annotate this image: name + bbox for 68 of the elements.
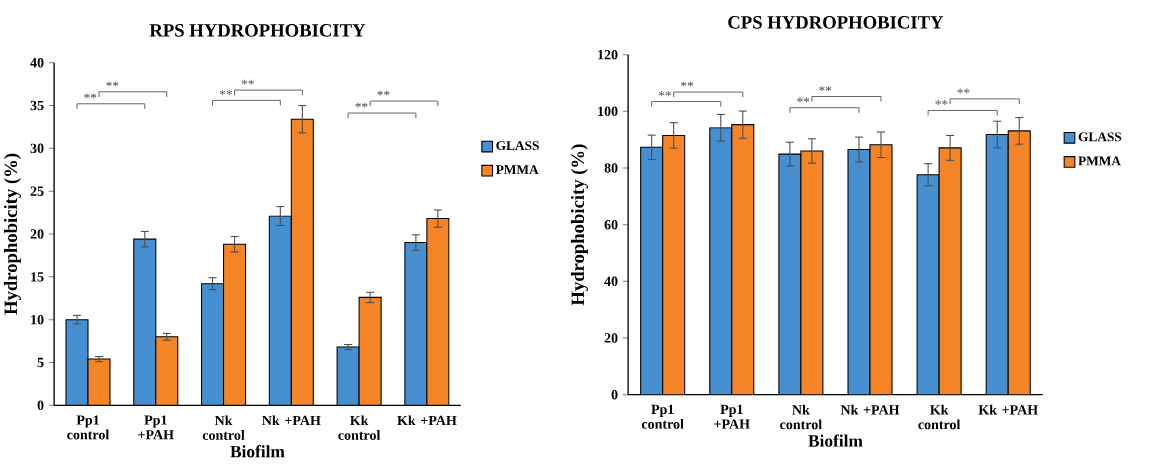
bar (65, 319, 89, 406)
x-tick-label: Pp1 control (641, 404, 684, 429)
x-tick-label: Nk control (202, 415, 245, 440)
y-tick-label: 0 (37, 400, 44, 411)
legend-label: GLASS (1078, 132, 1122, 142)
bar (87, 358, 111, 406)
y-tick-label: 30 (30, 143, 44, 154)
legend-label: PMMA (1078, 156, 1121, 166)
bar (1007, 130, 1031, 395)
y-tick-label: 80 (604, 163, 618, 173)
x-tick-label: Pp1 control (67, 415, 110, 440)
bar (268, 215, 292, 406)
bar (426, 218, 450, 406)
y-tick-label: 20 (604, 333, 618, 343)
annotation: ** (355, 102, 368, 108)
annotation: ** (797, 97, 810, 103)
annotation: ** (84, 93, 97, 99)
bar (201, 283, 225, 406)
y-tick-label: 10 (31, 314, 44, 325)
annotation: ** (658, 91, 672, 97)
y-tick-label: 20 (30, 229, 44, 239)
annotation: ** (241, 79, 254, 85)
x-tick-label: Nk +PAH (840, 404, 900, 415)
bar (662, 134, 686, 395)
bar (133, 238, 157, 406)
annotation: ** (819, 86, 832, 92)
bar (223, 243, 247, 406)
annotation: ** (680, 81, 694, 87)
legend-label: GLASS (496, 141, 539, 151)
chart-title: RPS HYDROPHOBICITY (149, 24, 366, 37)
annotation: ** (219, 90, 232, 95)
x-axis-title: Biofilm (230, 445, 285, 458)
annotation: ** (377, 90, 390, 96)
x-tick-label: Pp1 +PAH (138, 415, 174, 440)
bar (731, 124, 755, 395)
x-axis-title: Biofilm (808, 434, 863, 447)
annotation: ** (957, 88, 970, 94)
y-tick-label: 100 (598, 106, 618, 117)
y-tick-label: 15 (31, 272, 44, 282)
y-tick-label: 40 (30, 57, 44, 68)
bar (404, 242, 428, 406)
bar (800, 150, 824, 395)
x-tick-label: Kk +PAH (978, 404, 1038, 415)
y-tick-label: 40 (604, 276, 618, 287)
y-axis-title: Hydrophobicity (%) (3, 153, 21, 315)
x-tick-label: Kk control (338, 415, 381, 440)
bar (336, 346, 360, 406)
y-tick-label: 35 (30, 100, 44, 111)
chart-title: CPS HYDROPHOBICITY (728, 16, 944, 29)
y-tick-label: 120 (598, 49, 618, 60)
annotation: ** (935, 100, 948, 105)
x-tick-label: Kk control (918, 404, 961, 430)
y-tick-label: 60 (604, 219, 618, 230)
y-tick-label: 0 (611, 389, 618, 400)
y-axis-title: Hydrophobicity (%) (570, 144, 588, 306)
annotation: ** (106, 81, 119, 87)
x-tick-label: Kk +PAH (397, 415, 457, 426)
y-tick-label: 5 (37, 357, 44, 368)
y-tick-label: 25 (30, 186, 44, 196)
bar (869, 144, 893, 395)
x-tick-label: Nk control (780, 404, 822, 430)
bar (290, 118, 314, 406)
bar (938, 147, 962, 395)
x-tick-label: Pp1 +PAH (714, 404, 750, 429)
bar (358, 296, 382, 406)
legend-label: PMMA (495, 165, 539, 175)
x-tick-label: Nk +PAH (262, 415, 321, 426)
bar (155, 336, 179, 406)
